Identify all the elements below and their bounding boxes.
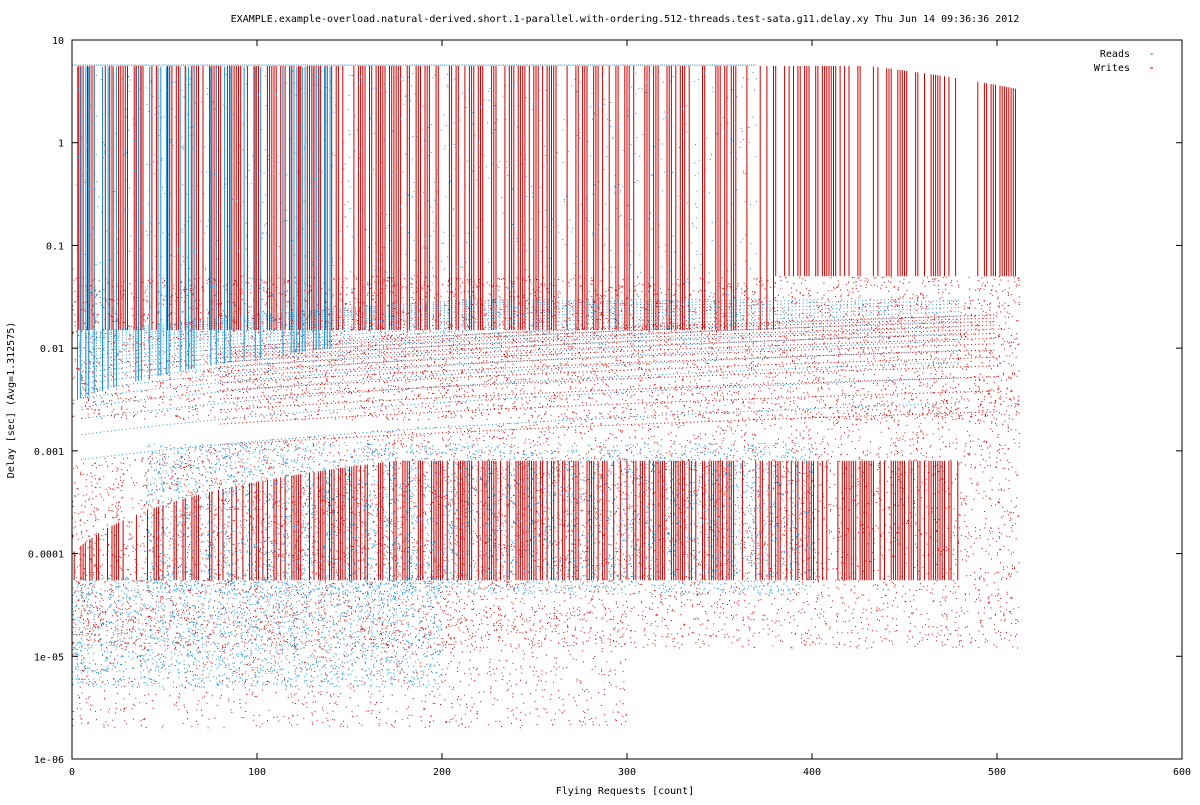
y-tick-label: 1e-05 (34, 652, 64, 663)
chart-title: EXAMPLE.example-overload.natural-derived… (231, 14, 1020, 25)
data-points-layer (71, 64, 1020, 729)
reads-columns (77, 66, 331, 400)
x-tick-label: 400 (803, 767, 821, 778)
x-tick-label: 300 (618, 767, 636, 778)
writes-scatter-low (72, 397, 1020, 649)
y-tick-label: 10 (52, 36, 64, 47)
x-tick-label: 100 (248, 767, 266, 778)
writes-columns (71, 65, 1016, 581)
writes-scatter-tail (72, 606, 628, 729)
y-tick-label: 0.1 (46, 241, 64, 252)
legend-label-writes: Writes (1094, 63, 1130, 74)
reads-scatter-tail (72, 575, 443, 688)
y-tick-label: 0.01 (40, 344, 64, 355)
x-tick-label: 500 (988, 767, 1006, 778)
reads-scatter-high (72, 70, 758, 349)
writes-scatter-mid (72, 275, 1020, 421)
chart-legend: Reads Writes (1094, 49, 1153, 74)
axis-ticks-layer: 0 100 200 300 400 500 600 10 1 0.1 0.01 0.001 0.0001… (28, 36, 1191, 778)
y-tick-label: 0.001 (34, 447, 64, 458)
x-tick-label: 200 (433, 767, 451, 778)
y-tick-label: 0.0001 (28, 550, 64, 561)
legend-label-reads: Reads (1100, 49, 1130, 60)
writes-streaks (220, 314, 995, 446)
reads-streaks (81, 298, 960, 461)
x-axis-label: Flying Requests [count] (556, 786, 694, 797)
reads-scatter-low (146, 442, 813, 595)
y-tick-label: 1 (58, 139, 64, 150)
x-tick-label: 600 (1173, 767, 1191, 778)
y-tick-label: 1e-06 (34, 755, 64, 766)
y-axis-label: Delay [sec] (Avg=1.312575) (6, 322, 17, 479)
x-tick-label: 0 (69, 767, 75, 778)
